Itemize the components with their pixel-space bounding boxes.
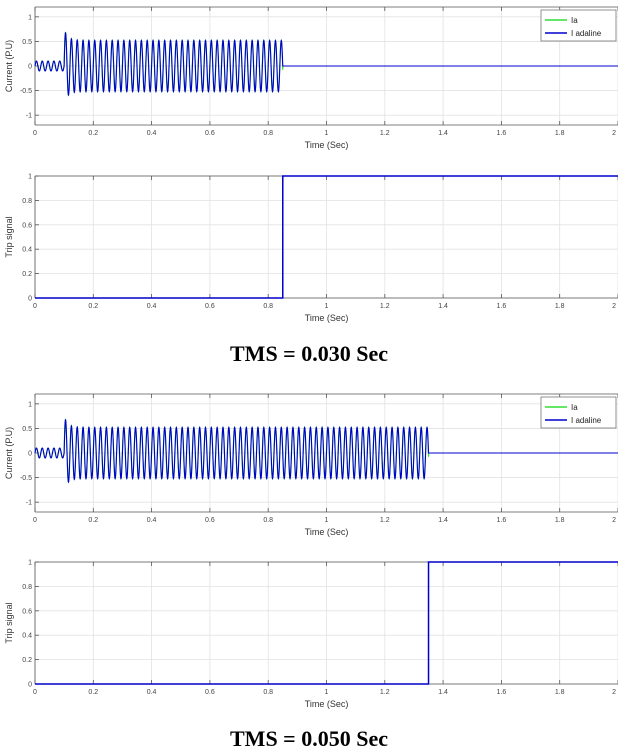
y-axis-label: Trip signal bbox=[4, 216, 14, 257]
legend-label: I adaline bbox=[571, 416, 602, 425]
x-tick-label: 0 bbox=[33, 303, 37, 310]
x-tick-label: 0 bbox=[33, 130, 37, 137]
x-tick-label: 0.8 bbox=[263, 689, 273, 696]
legend bbox=[540, 396, 617, 429]
chart-3: 0 0.2 0.4 0.6 0.8 1 1.2 1.4 1.6 1.8 2 -1 -0.5 0 0.5 1 Ti… bbox=[4, 393, 618, 537]
x-tick-label: 1 bbox=[325, 303, 329, 310]
y-tick-label: -1 bbox=[26, 500, 32, 507]
y-axis-label: Current (P.U) bbox=[4, 427, 14, 479]
y-tick-label: 0.5 bbox=[22, 39, 32, 46]
x-tick-label: 0.8 bbox=[263, 303, 273, 310]
x-tick-label: 2 bbox=[612, 689, 616, 696]
y-tick-label: -0.5 bbox=[20, 475, 32, 482]
y-tick-label: -0.5 bbox=[20, 88, 32, 95]
x-tick-label: 0.2 bbox=[88, 517, 98, 524]
y-axis-label: Current (P.U) bbox=[4, 40, 14, 92]
series-i-adaline-line bbox=[34, 418, 618, 484]
x-tick-label: 1.4 bbox=[438, 689, 448, 696]
x-tick-label: 0 bbox=[33, 517, 37, 524]
x-tick-label: 1.2 bbox=[380, 130, 390, 137]
x-tick-label: 1.6 bbox=[497, 689, 507, 696]
legend-label: Ia bbox=[571, 403, 578, 412]
legend bbox=[540, 9, 617, 42]
y-tick-label: 0.2 bbox=[22, 657, 32, 664]
x-tick-label: 0.2 bbox=[88, 689, 98, 696]
x-tick-label: 0 bbox=[33, 689, 37, 696]
y-tick-label: 0.6 bbox=[22, 608, 32, 615]
x-tick-label: 2 bbox=[612, 130, 616, 137]
x-tick-label: 1.6 bbox=[497, 303, 507, 310]
y-tick-label: 0 bbox=[28, 451, 32, 458]
x-tick-label: 1.4 bbox=[438, 303, 448, 310]
caption-tms-030: TMS = 0.030 Sec bbox=[230, 341, 388, 366]
x-tick-label: 0.4 bbox=[147, 130, 157, 137]
x-tick-label: 1 bbox=[325, 517, 329, 524]
chart-1: 0 0.2 0.4 0.6 0.8 1 1.2 1.4 1.6 1.8 2 -1 -0.5 0 0.5 1 Ti… bbox=[4, 6, 618, 150]
x-tick-label: 0.6 bbox=[205, 130, 215, 137]
x-axis-label: Time (Sec) bbox=[305, 140, 349, 150]
x-tick-label: 1.2 bbox=[380, 303, 390, 310]
x-tick-label: 2 bbox=[612, 303, 616, 310]
y-tick-label: 0.8 bbox=[22, 584, 32, 591]
y-tick-label: 0 bbox=[28, 296, 32, 303]
x-tick-label: 0.8 bbox=[263, 517, 273, 524]
x-axis-label: Time (Sec) bbox=[305, 527, 349, 537]
y-tick-label: 0 bbox=[28, 64, 32, 71]
x-tick-label: 0.6 bbox=[205, 517, 215, 524]
x-tick-label: 0.4 bbox=[147, 303, 157, 310]
x-tick-label: 1.4 bbox=[438, 130, 448, 137]
x-tick-label: 1.2 bbox=[380, 517, 390, 524]
x-tick-label: 0.6 bbox=[205, 689, 215, 696]
y-tick-label: 1 bbox=[28, 14, 32, 21]
y-tick-label: 0.6 bbox=[22, 222, 32, 229]
x-tick-label: 1.8 bbox=[555, 303, 565, 310]
y-tick-label: -1 bbox=[26, 113, 32, 120]
x-tick-label: 1.8 bbox=[555, 689, 565, 696]
trip-signal-line bbox=[35, 561, 618, 685]
x-tick-label: 1.2 bbox=[380, 689, 390, 696]
x-tick-label: 0.6 bbox=[205, 303, 215, 310]
y-tick-label: 0.4 bbox=[22, 247, 32, 254]
x-tick-label: 2 bbox=[612, 517, 616, 524]
caption-tms-050: TMS = 0.050 Sec bbox=[230, 726, 388, 751]
x-tick-label: 1.8 bbox=[555, 130, 565, 137]
x-tick-label: 0.2 bbox=[88, 303, 98, 310]
chart-2: 0 0.2 0.4 0.6 0.8 1 1.2 1.4 1.6 1.8 2 0 0.2 0.4 0.6 0.8… bbox=[4, 174, 618, 323]
y-tick-label: 0 bbox=[28, 682, 32, 689]
y-axis-label: Trip signal bbox=[4, 602, 14, 643]
x-tick-label: 0.4 bbox=[147, 689, 157, 696]
y-tick-label: 0.2 bbox=[22, 271, 32, 278]
x-tick-label: 1.6 bbox=[497, 517, 507, 524]
x-axis-label: Time (Sec) bbox=[305, 313, 349, 323]
x-tick-label: 1 bbox=[325, 130, 329, 137]
y-tick-label: 1 bbox=[28, 401, 32, 408]
x-tick-label: 0.8 bbox=[263, 130, 273, 137]
trip-signal-line bbox=[35, 175, 618, 299]
legend-label: I adaline bbox=[571, 29, 602, 38]
y-tick-label: 0.4 bbox=[22, 633, 32, 640]
x-tick-label: 1 bbox=[325, 689, 329, 696]
y-tick-label: 1 bbox=[28, 560, 32, 567]
x-tick-label: 0.2 bbox=[88, 130, 98, 137]
x-tick-label: 1.8 bbox=[555, 517, 565, 524]
y-tick-label: 0.5 bbox=[22, 426, 32, 433]
x-axis-label: Time (Sec) bbox=[305, 699, 349, 709]
x-tick-label: 1.6 bbox=[497, 130, 507, 137]
series-i-adaline-line bbox=[34, 31, 618, 97]
y-tick-label: 1 bbox=[28, 174, 32, 181]
chart-4: 0 0.2 0.4 0.6 0.8 1 1.2 1.4 1.6 1.8 2 0 0.2 0.4 0.6 0.8… bbox=[4, 560, 618, 709]
y-tick-label: 0.8 bbox=[22, 198, 32, 205]
x-tick-label: 1.4 bbox=[438, 517, 448, 524]
legend-label: Ia bbox=[571, 16, 578, 25]
x-tick-label: 0.4 bbox=[147, 517, 157, 524]
